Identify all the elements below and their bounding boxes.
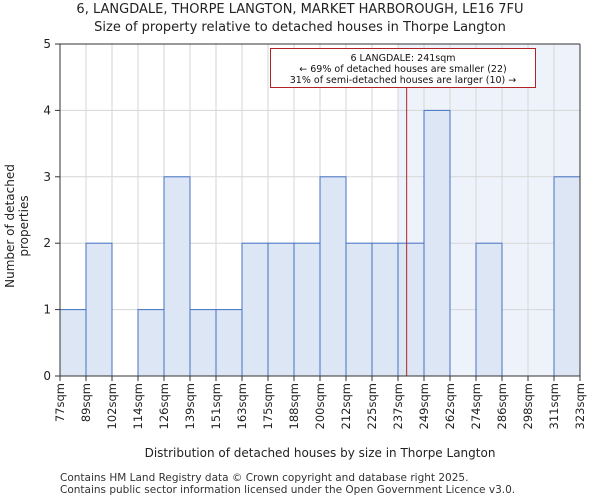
x-tick-label: 102sqm <box>105 383 119 429</box>
x-tick-label: 237sqm <box>391 383 405 429</box>
histogram-bar <box>163 176 191 377</box>
x-tick-label: 212sqm <box>339 383 353 429</box>
x-tick-label: 163sqm <box>235 383 249 429</box>
y-tick-label: 0 <box>43 369 51 383</box>
histogram-bar <box>345 242 373 377</box>
histogram-bar <box>293 242 321 377</box>
histogram-bar <box>423 109 451 377</box>
histogram-bar <box>85 242 113 377</box>
footer-copyright: Contains HM Land Registry data © Crown c… <box>60 472 469 484</box>
histogram-bar <box>319 176 347 377</box>
x-tick-label: 323sqm <box>573 383 587 429</box>
x-tick-label: 311sqm <box>547 383 561 429</box>
x-tick-label: 249sqm <box>417 383 431 429</box>
y-axis-label: Number of detached properties <box>3 164 31 288</box>
histogram-bar <box>189 309 217 377</box>
x-tick-label: 126sqm <box>157 383 171 429</box>
x-tick-label: 151sqm <box>209 383 223 429</box>
y-tick-label: 1 <box>43 303 51 317</box>
x-tick-label: 114sqm <box>131 383 145 429</box>
x-tick-label: 262sqm <box>443 383 457 429</box>
y-tick-label: 5 <box>43 37 51 51</box>
footer-licence: Contains public sector information licen… <box>60 484 516 496</box>
histogram-bar <box>137 309 165 377</box>
histogram-bar <box>59 309 87 377</box>
histogram-bar <box>267 242 295 377</box>
x-tick-label: 188sqm <box>287 383 301 429</box>
histogram-bar <box>553 176 581 377</box>
x-tick-label: 77sqm <box>53 383 67 422</box>
x-axis-label: Distribution of detached houses by size … <box>144 446 496 460</box>
property-annotation: 6 LANGDALE: 241sqm ← 69% of detached hou… <box>270 48 536 88</box>
histogram-bar <box>371 242 399 377</box>
x-tick-label: 175sqm <box>261 383 275 429</box>
x-tick-label: 298sqm <box>521 383 535 429</box>
histogram-bar <box>241 242 269 377</box>
x-tick-label: 274sqm <box>469 383 483 429</box>
chart-title-address: 6, LANGDALE, THORPE LANGTON, MARKET HARB… <box>76 2 524 17</box>
x-tick-label: 225sqm <box>365 383 379 429</box>
annotation-line-3: 31% of semi-detached houses are larger (… <box>289 75 517 86</box>
y-tick-label: 4 <box>43 103 51 117</box>
histogram-bar <box>215 309 243 377</box>
y-tick-label: 3 <box>43 170 51 184</box>
x-tick-label: 89sqm <box>79 383 93 422</box>
annotation-line-2: ← 69% of detached houses are smaller (22… <box>299 64 507 75</box>
annotation-line-1: 6 LANGDALE: 241sqm <box>350 53 456 64</box>
x-tick-label: 200sqm <box>313 383 327 429</box>
x-tick-label: 286sqm <box>495 383 509 429</box>
chart-title: Size of property relative to detached ho… <box>94 20 506 35</box>
x-tick-label: 139sqm <box>183 383 197 429</box>
histogram-bar <box>397 242 425 377</box>
histogram-bar <box>475 242 503 377</box>
y-tick-label: 2 <box>43 236 51 250</box>
